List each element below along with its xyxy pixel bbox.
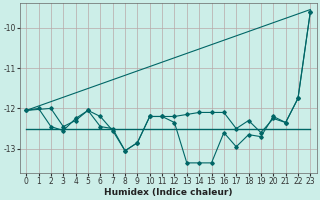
X-axis label: Humidex (Indice chaleur): Humidex (Indice chaleur) — [104, 188, 233, 197]
